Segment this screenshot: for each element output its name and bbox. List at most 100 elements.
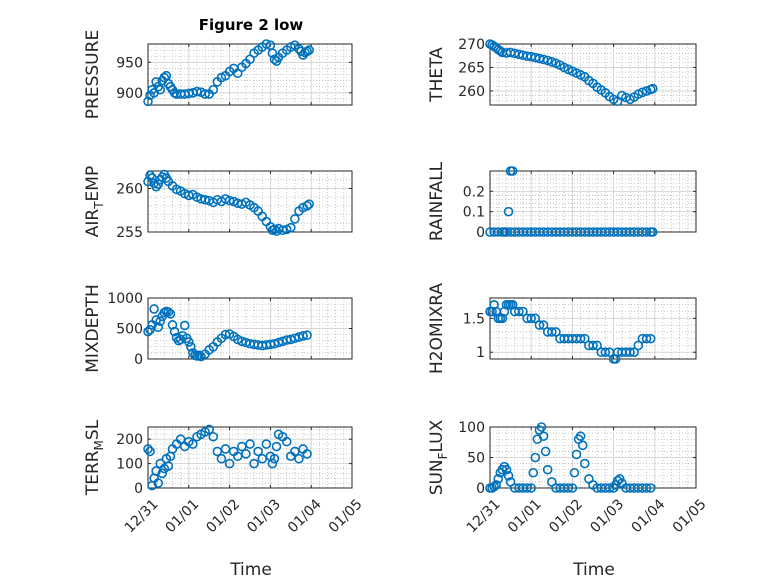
data-point	[143, 96, 153, 107]
x-tick-label: 12/31	[122, 496, 162, 536]
data-point	[253, 446, 263, 457]
x-tick-label: 12/31	[464, 496, 504, 536]
data-point	[208, 84, 219, 95]
data-point	[647, 83, 658, 94]
series-points	[143, 39, 314, 107]
data-point	[629, 347, 640, 358]
data-point	[151, 77, 161, 87]
data-point	[495, 46, 506, 56]
data-point	[538, 320, 549, 330]
data-point	[153, 478, 163, 488]
data-point	[569, 467, 580, 478]
data-point	[528, 467, 539, 478]
y-tick-label: 0	[134, 481, 143, 497]
data-point	[641, 86, 652, 96]
y-tick-label: 1000	[107, 291, 143, 307]
data-point	[151, 466, 161, 476]
data-point	[302, 330, 312, 341]
plot-area	[490, 171, 696, 232]
data-point	[641, 333, 652, 344]
series-points	[143, 169, 314, 236]
series-points	[485, 299, 656, 364]
data-point	[155, 316, 166, 326]
subplot-2: 260 265 270 THETA	[427, 37, 697, 107]
data-point	[157, 468, 168, 479]
x-tick-label: 01/03	[587, 496, 627, 536]
data-point	[208, 431, 219, 442]
y-tick-label: 0	[476, 481, 485, 497]
y-axis-label: AIRTEMP	[83, 166, 106, 237]
data-point	[563, 483, 574, 493]
data-point	[143, 444, 153, 454]
data-point	[188, 439, 198, 449]
y-tick-label: 0.1	[463, 205, 485, 221]
data-point	[269, 453, 280, 464]
y-tick-label: 1	[476, 345, 485, 361]
data-point	[571, 449, 582, 460]
x-tick-label: 01/04	[285, 496, 325, 536]
data-point	[153, 322, 163, 333]
subplot-4: 0 0.1 0.2 RAINFALL	[427, 161, 697, 241]
data-point	[271, 441, 282, 452]
y-tick-label: 100	[116, 457, 143, 473]
data-point	[165, 309, 176, 319]
data-point	[261, 439, 272, 449]
data-point	[625, 347, 635, 358]
data-point	[269, 338, 280, 349]
data-point	[503, 206, 514, 217]
data-point	[536, 422, 547, 432]
data-point	[149, 304, 159, 314]
y-tick-label: 0	[134, 352, 143, 368]
data-point	[491, 480, 501, 490]
data-point	[514, 306, 524, 317]
data-point	[641, 227, 652, 237]
data-point	[575, 333, 586, 344]
subplot-6: 1 1.5 H2OMIXRA	[427, 283, 697, 374]
data-point	[641, 483, 652, 493]
data-point	[298, 331, 308, 341]
y-tick-label: 100	[458, 420, 485, 436]
subplot-7: 0 100 200 12/31 01/01 01/02 01/03 01/04 01/05 TER…	[83, 419, 366, 536]
data-point	[281, 436, 292, 447]
data-point	[224, 458, 235, 469]
y-tick-label: 260	[458, 84, 485, 100]
data-point	[647, 227, 658, 237]
data-point	[522, 483, 532, 493]
axes-box	[147, 426, 353, 489]
x-tick-label: 01/03	[244, 496, 284, 536]
data-point	[145, 170, 155, 181]
data-point	[526, 483, 537, 493]
data-point	[145, 324, 155, 335]
axes-box	[489, 43, 697, 106]
data-point	[184, 337, 194, 347]
series-points	[485, 39, 658, 107]
y-tick-label: 0.2	[463, 184, 485, 200]
y-axis-label: SUNFLUX	[427, 419, 450, 495]
data-point	[493, 474, 504, 484]
data-point	[151, 181, 161, 192]
data-point	[600, 347, 611, 358]
y-tick-label: 255	[116, 225, 143, 241]
y-axis-label: MIXDEPTH	[83, 284, 103, 373]
data-point	[530, 452, 541, 463]
data-point	[551, 327, 561, 337]
data-point	[257, 453, 268, 464]
data-point	[232, 451, 243, 462]
data-point	[290, 333, 300, 344]
x-tick-label: 01/02	[546, 496, 586, 536]
series-points	[485, 166, 658, 237]
series-points	[143, 304, 312, 362]
y-tick-label: 950	[116, 55, 143, 71]
y-tick-label: 260	[116, 181, 143, 197]
data-point	[304, 45, 314, 55]
data-point	[249, 458, 259, 469]
data-point	[507, 166, 518, 176]
data-point	[575, 431, 586, 441]
data-point	[579, 458, 590, 469]
data-point	[241, 449, 251, 459]
data-point	[637, 87, 648, 98]
subplot-3: 255 260 AIRTEMP	[83, 166, 353, 241]
x-tick-label: 01/01	[163, 496, 203, 536]
